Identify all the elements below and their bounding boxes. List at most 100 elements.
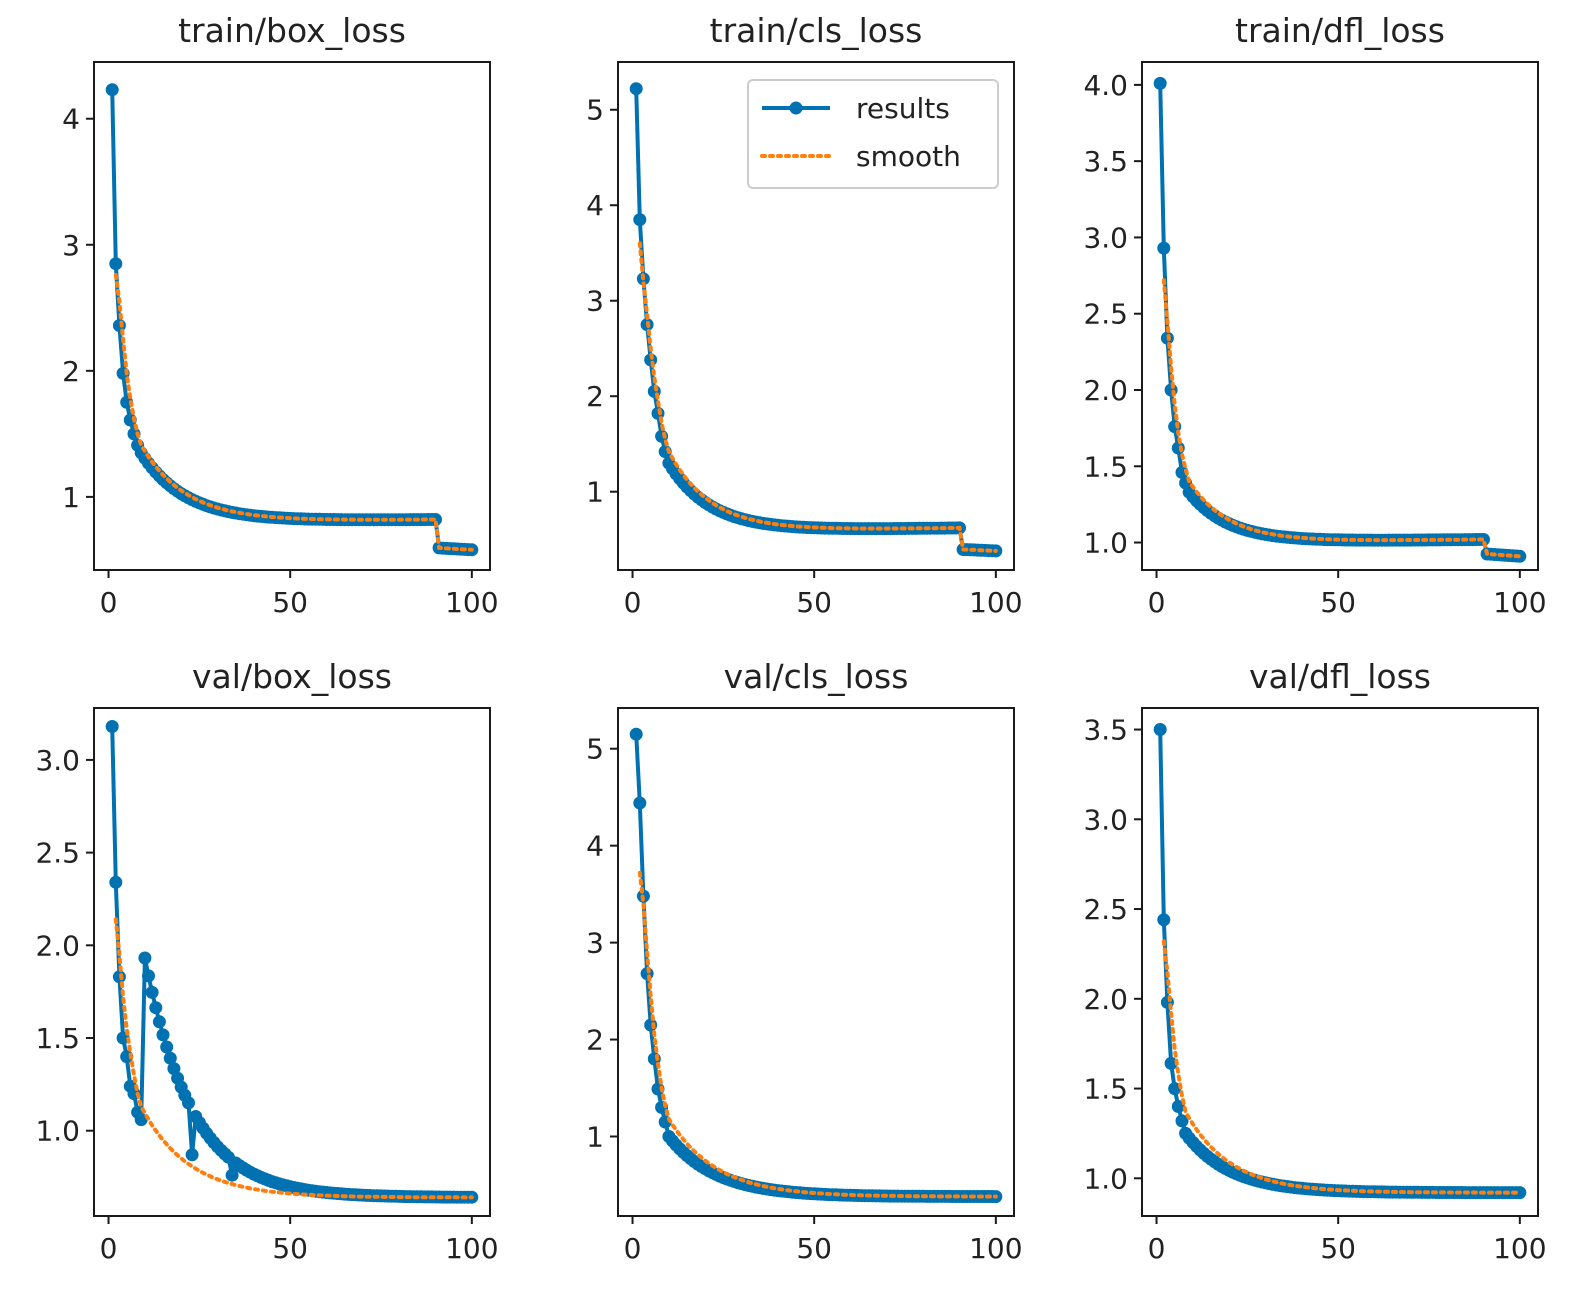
results-point (633, 213, 647, 227)
results-point (1164, 1056, 1178, 1070)
results-series-line (110, 726, 472, 1200)
y-tick-label: 2 (586, 1024, 604, 1057)
subplot-val-cls-loss: val/cls_loss 0 50 100 1 2 3 4 5 (586, 657, 1022, 1265)
y-tick-label: 3.0 (35, 744, 80, 777)
y-tick-label: 2.0 (1083, 374, 1128, 407)
y-tick-label: 4.0 (1083, 69, 1128, 102)
legend-label-results: results (856, 92, 950, 125)
y-tick-label: 2 (586, 380, 604, 413)
x-tick-label: 50 (796, 1232, 832, 1265)
results-point (134, 1113, 148, 1127)
x-tick-label: 50 (1320, 1232, 1356, 1265)
results-point (185, 1148, 199, 1162)
y-tick-label: 3.0 (1083, 803, 1128, 836)
subplot-title: train/dfl_loss (1235, 11, 1445, 50)
subplot-train-dfl-loss: train/dfl_loss 0 50 100 1.0 1.5 2.0 2.5 3.0 3.5 4.… (1083, 11, 1546, 619)
results-point (633, 796, 647, 810)
results-series-line (634, 734, 996, 1199)
y-tick-label: 1.0 (35, 1115, 80, 1148)
y-tick-label: 1.0 (1083, 1162, 1128, 1195)
smooth-series-line (1161, 939, 1522, 1195)
results-point (1153, 723, 1167, 736)
y-tick-label: 2.5 (1083, 893, 1128, 926)
results-markers (1153, 76, 1527, 563)
x-tick-label: 100 (445, 1232, 498, 1265)
results-point (225, 1168, 239, 1182)
y-tick-label: 2.5 (1083, 298, 1128, 331)
legend-label-smooth: smooth (856, 140, 961, 173)
y-tick-label: 2.0 (35, 929, 80, 962)
results-point (1175, 1114, 1189, 1128)
legend-results-marker (789, 101, 803, 115)
smooth-series-line (113, 917, 474, 1200)
results-point (138, 951, 152, 965)
y-tick-label: 4 (586, 189, 604, 222)
y-tick-label: 5 (586, 94, 604, 127)
x-tick-label: 0 (624, 586, 642, 619)
y-tick-label: 1 (62, 481, 80, 514)
results-point (163, 1051, 177, 1065)
smooth-series-line (113, 273, 474, 552)
results-point (1157, 241, 1171, 255)
results-point (109, 257, 123, 271)
y-tick-label: 1 (586, 1121, 604, 1154)
y-tick-label: 3 (62, 229, 80, 262)
y-tick-label: 1.5 (35, 1022, 80, 1055)
subplot-val-box-loss: val/box_loss 0 50 100 1.0 1.5 2.0 2.5 3.0 (35, 657, 498, 1265)
results-point (629, 82, 643, 96)
x-tick-label: 0 (624, 1232, 642, 1265)
y-tick-label: 2.0 (1083, 983, 1128, 1016)
subplot-train-cls-loss: train/cls_loss 0 50 100 1 2 3 4 5 results smooth (586, 11, 1022, 619)
x-tick-label: 0 (100, 586, 118, 619)
results-markers (629, 727, 1003, 1204)
results-point (1157, 913, 1171, 927)
subplot-train-box-loss: train/box_loss 0 50 100 1 2 3 4 (62, 11, 498, 619)
axes-frame (617, 61, 1015, 571)
subplot-title: val/dfl_loss (1249, 657, 1431, 696)
x-tick-label: 0 (1148, 586, 1166, 619)
subplot-title: train/cls_loss (710, 11, 923, 50)
x-tick-label: 50 (272, 586, 308, 619)
results-markers (1153, 723, 1527, 1200)
results-point (156, 1028, 170, 1042)
x-tick-label: 50 (1320, 586, 1356, 619)
axes-frame (1141, 61, 1539, 571)
x-tick-label: 0 (1148, 1232, 1166, 1265)
results-point (105, 720, 119, 733)
x-tick-label: 100 (969, 1232, 1022, 1265)
x-tick-label: 100 (445, 586, 498, 619)
x-tick-label: 100 (1493, 586, 1546, 619)
subplot-title: val/cls_loss (724, 657, 909, 696)
results-point (109, 875, 123, 889)
y-tick-label: 4 (62, 103, 80, 136)
smooth-series-line (637, 241, 998, 553)
y-tick-label: 2.5 (35, 837, 80, 870)
axes-frame (93, 707, 491, 1217)
x-tick-label: 50 (272, 1232, 308, 1265)
results-series-line (1158, 729, 1520, 1195)
results-point (629, 727, 643, 741)
subplot-title: val/box_loss (192, 657, 392, 696)
y-tick-label: 1.5 (1083, 450, 1128, 483)
y-tick-label: 5 (586, 733, 604, 766)
y-tick-label: 3 (586, 927, 604, 960)
axes-frame (93, 61, 491, 571)
results-point (160, 1040, 174, 1054)
results-series-line (1158, 83, 1520, 559)
y-tick-label: 4 (586, 830, 604, 863)
results-point (1171, 1100, 1185, 1113)
results-markers (105, 83, 479, 557)
y-tick-label: 1.5 (1083, 1073, 1128, 1106)
x-tick-label: 100 (969, 586, 1022, 619)
results-point (145, 985, 159, 999)
axes-frame (1141, 707, 1539, 1217)
results-point (149, 1001, 163, 1015)
results-point (1153, 76, 1167, 90)
y-tick-label: 3.5 (1083, 714, 1128, 747)
y-tick-label: 1.0 (1083, 527, 1128, 560)
legend: results smooth (747, 79, 999, 189)
y-tick-label: 3 (586, 285, 604, 318)
smooth-series-line (637, 870, 998, 1199)
x-tick-label: 0 (100, 1232, 118, 1265)
